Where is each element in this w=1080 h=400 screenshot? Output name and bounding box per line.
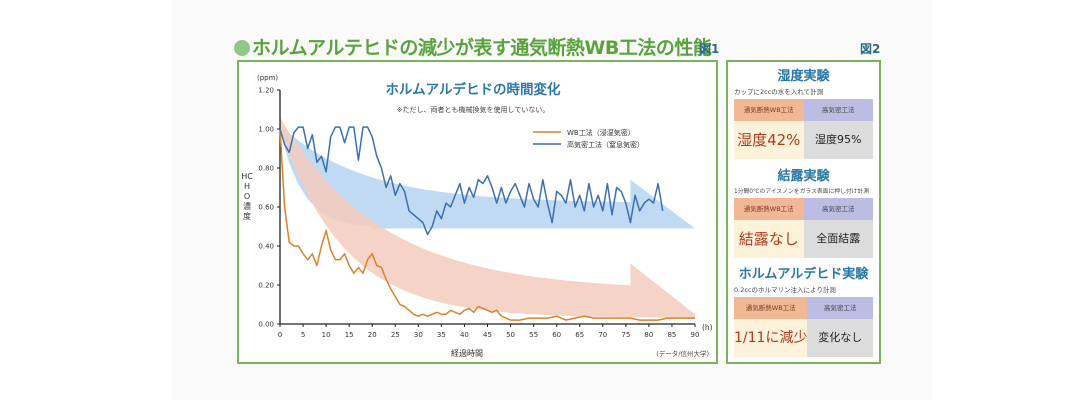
x-tick-label: 25 <box>391 331 400 339</box>
trend-bands <box>280 117 695 318</box>
x-tick-label: 90 <box>691 331 700 339</box>
x-tick-label: 40 <box>460 331 469 339</box>
legend: WB工法（浸湿気密） 高気密工法（窒息気密） <box>533 128 644 149</box>
x-unit-label: (h) <box>702 323 713 332</box>
header-wb: 通気断熱WB工法 <box>734 99 804 121</box>
x-tick-label: 65 <box>575 331 584 339</box>
figure-1-label: 図1 <box>699 42 720 56</box>
header-wb: 通気断熱WB工法 <box>734 297 808 319</box>
trend-band-wb <box>280 117 695 318</box>
header-wb: 通気断熱WB工法 <box>734 198 804 220</box>
y-axis-label: HCHO濃度 <box>241 172 253 221</box>
x-tick-label: 45 <box>483 331 492 339</box>
result-table: 通気断熱WB工法 高気密工法 1/11に減少 変化なし <box>734 297 873 357</box>
x-tick-label: 60 <box>552 331 561 339</box>
x-tick-label: 20 <box>368 331 377 339</box>
experiments-panel: 湿度実験 カップに2ccの水を入れて計測 通気断熱WB工法 高気密工法 湿度42… <box>726 60 881 364</box>
chart-subtitle: ※ただし、両者とも機械換気を使用していない。 <box>397 105 550 114</box>
x-axis-label: 経過時間 <box>451 348 483 358</box>
experiment-title: 湿度実験 <box>777 69 830 84</box>
trend-band-high <box>280 125 695 229</box>
x-tick-label: 80 <box>644 331 653 339</box>
series-lines <box>279 126 695 321</box>
figure-2-label: 図2 <box>860 42 881 56</box>
y-tick-label: 0.20 <box>258 282 274 290</box>
x-tick-label: 55 <box>529 331 538 339</box>
x-tick-label: 30 <box>414 331 423 339</box>
header-high: 高気密工法 <box>807 297 873 319</box>
experiment-title: ホルムアルデヒド実験 <box>738 267 869 282</box>
header-high: 高気密工法 <box>803 198 873 220</box>
axes: 0.00 0.20 0.40 0.60 0.80 1.00 1.20 0 5 10 15 20 25 30… <box>258 87 699 340</box>
bullet-icon <box>234 40 250 56</box>
x-tick-label: 35 <box>437 331 446 339</box>
legend-label-high: 高気密工法（窒息気密） <box>567 140 644 149</box>
legend-label-wb: WB工法（浸湿気密） <box>567 128 635 137</box>
source-note: (データ/信州大学) <box>656 349 709 358</box>
result-table: 通気断熱WB工法 高気密工法 結露なし 全面結露 <box>734 198 873 258</box>
y-tick-label: 0.60 <box>258 204 274 212</box>
result-table: 通気断熱WB工法 高気密工法 湿度42% 湿度95% <box>734 99 873 159</box>
y-unit-label: (ppm) <box>257 74 278 82</box>
y-tick-label: 1.00 <box>258 126 274 134</box>
x-tick-label: 5 <box>301 331 305 339</box>
hcho-chart: 0.00 0.20 0.40 0.60 0.80 1.00 1.20 0 5 10 15 20 25 30… <box>257 74 713 358</box>
x-tick-label: 0 <box>278 331 282 339</box>
series-line-high <box>279 126 664 236</box>
page-title: ホルムアルテヒドの減少が表す通気断熱WB工法の性能 <box>234 33 712 60</box>
x-tick-label: 75 <box>621 331 630 339</box>
experiment-formaldehyde: ホルムアルデヒド実験 0.2ccのホルマリン注入により計測 通気断熱WB工法 高… <box>734 263 873 357</box>
header-high: 高気密工法 <box>803 99 873 121</box>
result-wb: 1/11に減少 <box>734 319 808 357</box>
y-tick-label: 0.80 <box>258 165 274 173</box>
x-tick-label: 50 <box>506 331 515 339</box>
y-tick-label: 1.20 <box>258 87 274 95</box>
experiment-note: 0.2ccのホルマリン注入により計測 <box>734 286 836 294</box>
x-tick-label: 85 <box>667 331 676 339</box>
experiment-humidity: 湿度実験 カップに2ccの水を入れて計測 通気断熱WB工法 高気密工法 湿度42… <box>734 65 873 159</box>
result-wb: 結露なし <box>734 220 804 258</box>
result-high: 変化なし <box>807 319 873 357</box>
series-line-wb <box>279 128 695 321</box>
result-high: 全面結露 <box>803 220 873 258</box>
x-tick-label: 10 <box>322 331 331 339</box>
experiment-condensation: 結露実験 1分間0℃のアイスノンをガラス表面に押し付け計測 通気断熱WB工法 高… <box>734 165 873 258</box>
experiment-note: 1分間0℃のアイスノンをガラス表面に押し付け計測 <box>734 189 870 195</box>
result-wb: 湿度42% <box>734 121 804 159</box>
x-tick-label: 15 <box>345 331 354 339</box>
chart-title: ホルムアルデヒドの時間変化 <box>385 81 561 98</box>
y-tick-label: 0.00 <box>258 321 274 329</box>
chart-panel: 0.00 0.20 0.40 0.60 0.80 1.00 1.20 0 5 10 15 20 25 30… <box>237 60 718 364</box>
result-high: 湿度95% <box>803 121 873 159</box>
y-tick-label: 0.40 <box>258 243 274 251</box>
experiment-note: カップに2ccの水を入れて計測 <box>734 88 824 96</box>
experiment-title: 結露実験 <box>777 169 830 184</box>
page-title-text: ホルムアルテヒドの減少が表す通気断熱WB工法の性能 <box>252 37 712 59</box>
x-tick-label: 70 <box>598 331 607 339</box>
